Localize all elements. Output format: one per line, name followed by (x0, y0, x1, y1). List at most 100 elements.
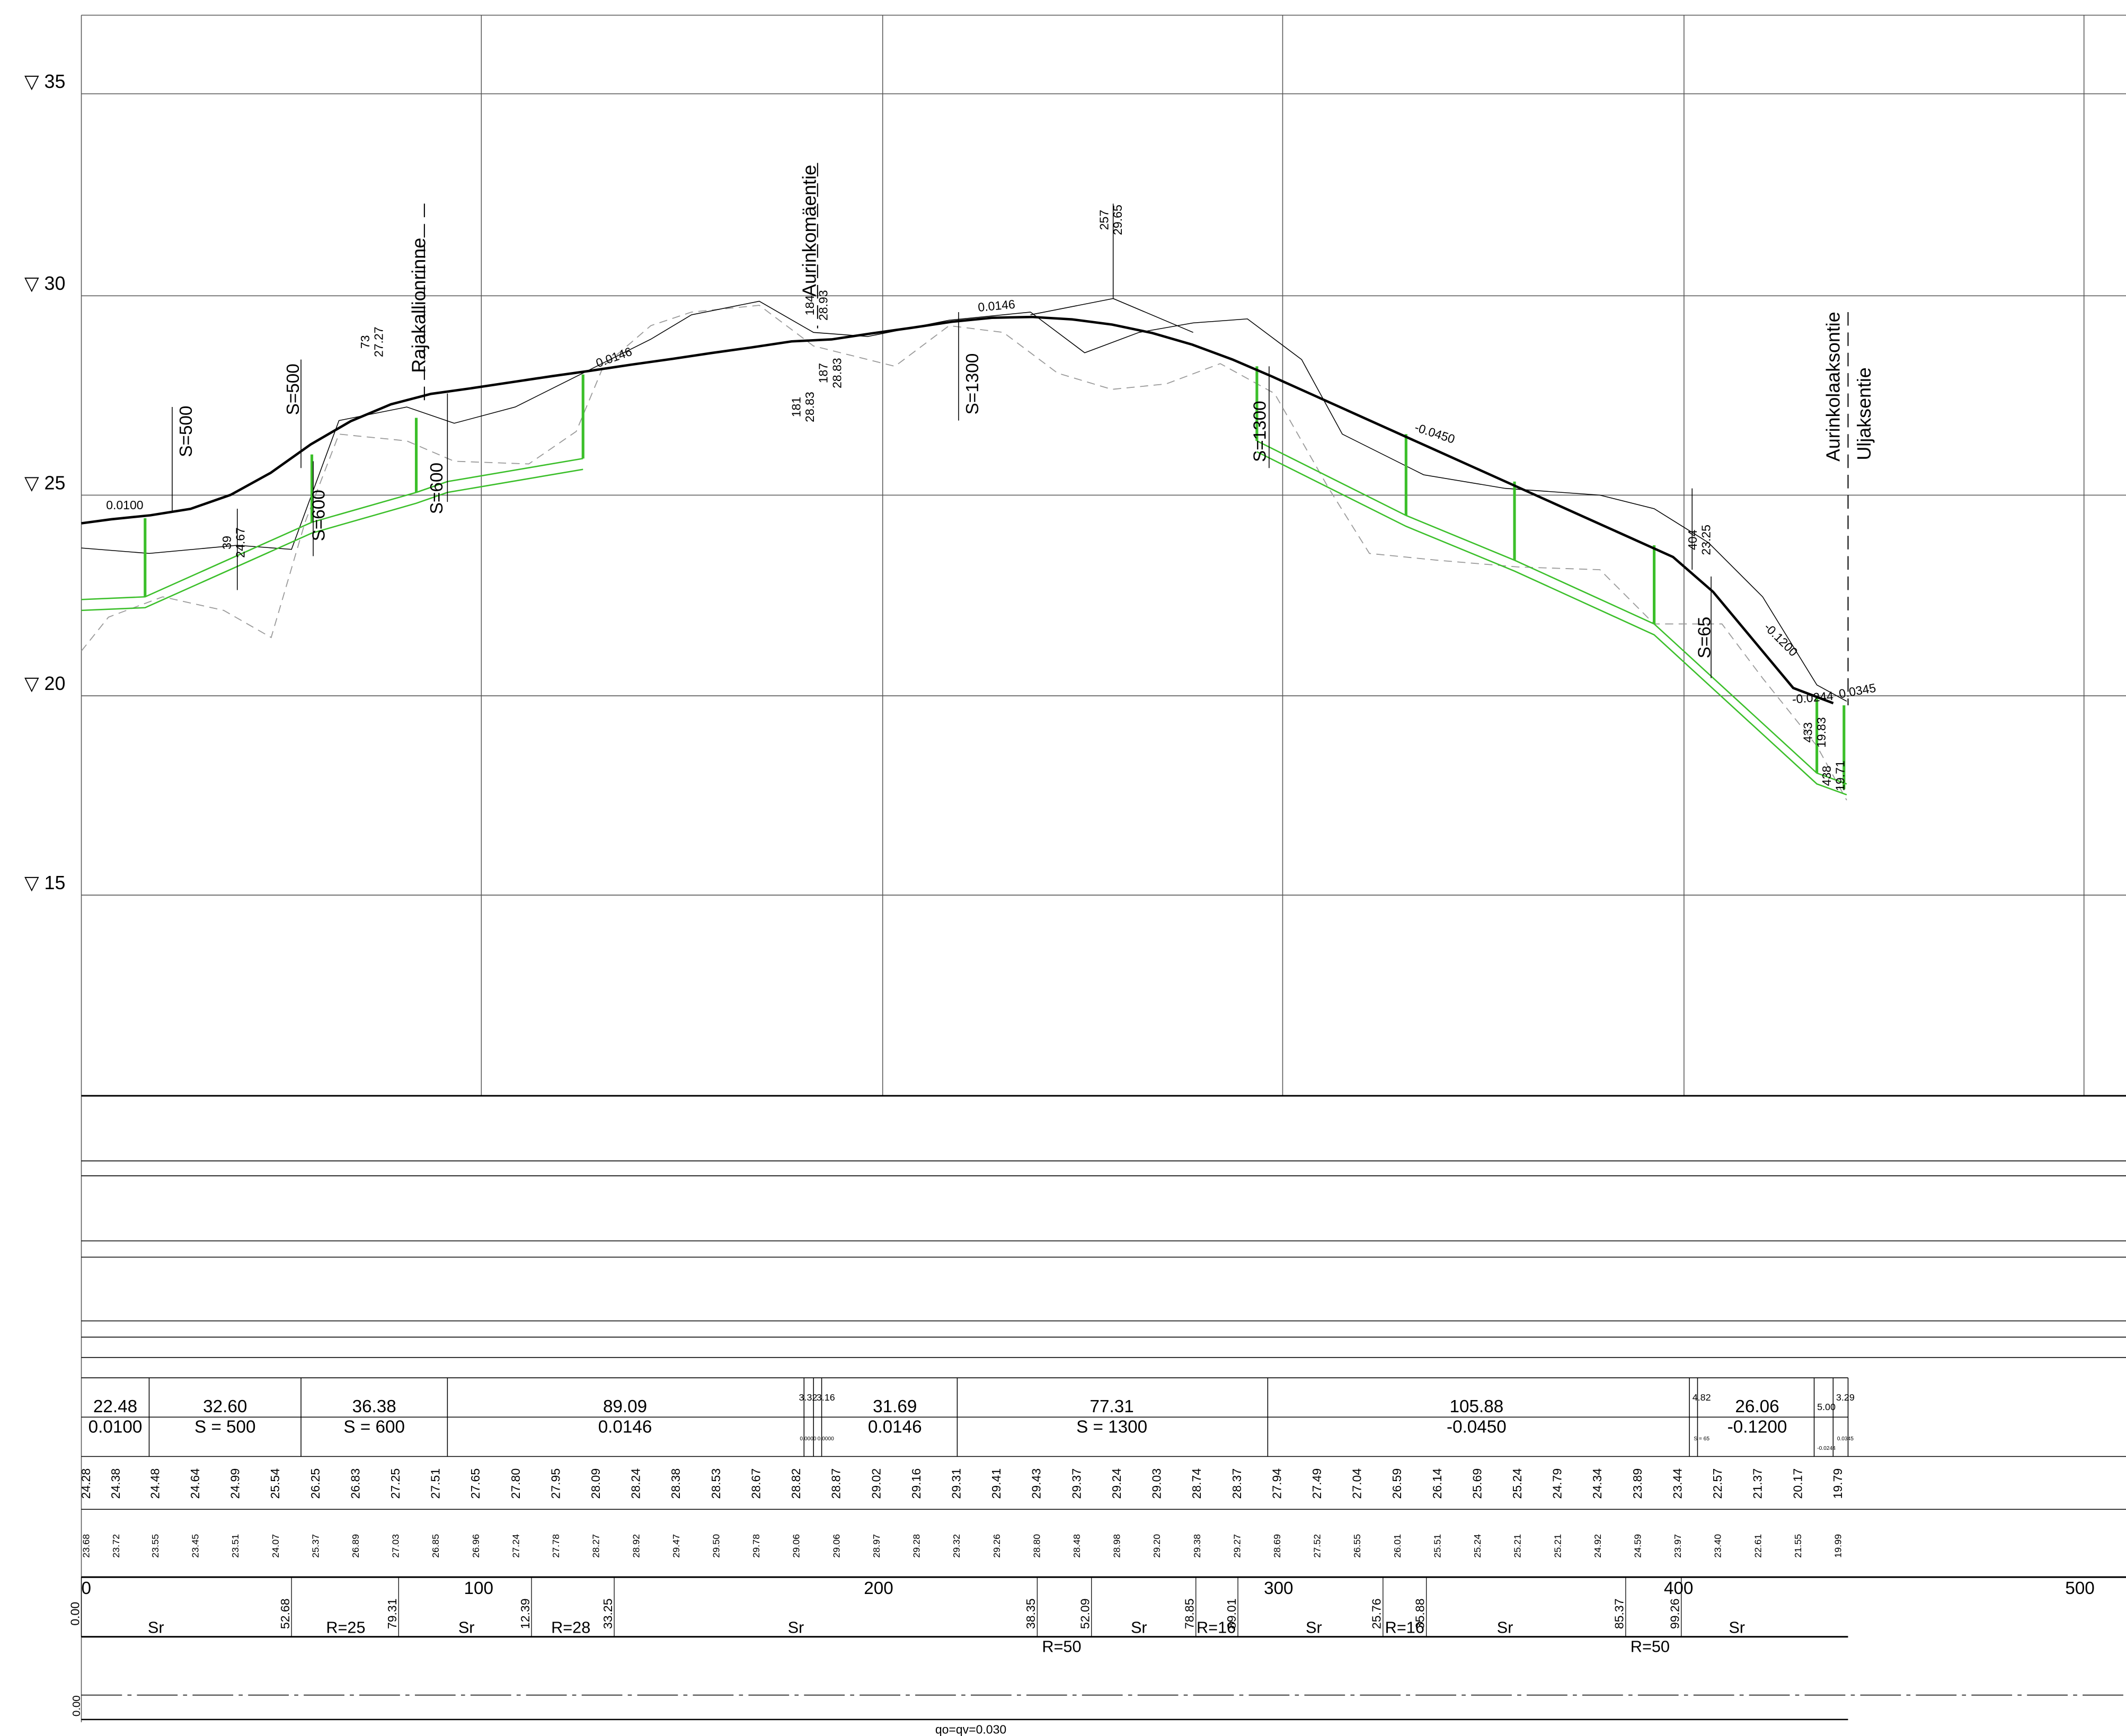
alignment-station: 35.88 (1413, 1598, 1427, 1629)
elevation-label: ▽ 15 (24, 872, 65, 893)
design-line (81, 315, 1834, 705)
alignment-station: 25.76 (1370, 1598, 1384, 1629)
curve-label: S=600 (309, 490, 329, 541)
alignment-station: 0.00 (68, 1602, 82, 1626)
design-elevations: 28.74 (1190, 1468, 1203, 1499)
ground-elevations: 28.97 (871, 1534, 882, 1558)
segment-grade: 0.0000 (818, 1436, 835, 1442)
segment-length: 5.00 (1817, 1402, 1836, 1412)
ground-elevations: 24.92 (1592, 1534, 1603, 1558)
design-elevations: 24.99 (228, 1468, 242, 1499)
alignment-type: R=50 (1631, 1637, 1670, 1655)
ground-elevations: 29.50 (711, 1534, 722, 1558)
alignment-station: 78.85 (1183, 1598, 1197, 1629)
segment-grade: 0.0100 (88, 1418, 143, 1437)
segment-grade: -0.0450 (1447, 1418, 1507, 1437)
ground-elevations: 28.98 (1112, 1534, 1122, 1558)
design-elevations: 24.48 (148, 1468, 162, 1499)
design-elevations: 28.38 (669, 1468, 683, 1499)
segment-grade: 0.0345 (1837, 1436, 1854, 1442)
station-label: 300 (1264, 1579, 1293, 1598)
design-elevations: 25.24 (1510, 1468, 1524, 1499)
design-elevations: 28.87 (829, 1468, 843, 1499)
station-label: 0 (82, 1579, 92, 1598)
segment-length: 26.06 (1735, 1397, 1779, 1416)
alignment-station: 79.31 (385, 1598, 399, 1629)
ground-elevations: 26.96 (471, 1534, 481, 1558)
design-elevations: 28.82 (789, 1468, 803, 1499)
segment-grade: 0.0146 (598, 1418, 652, 1437)
design-elevations: 27.04 (1350, 1468, 1364, 1499)
alignment-station: 99.26 (1668, 1598, 1682, 1629)
ground-elevations: 19.99 (1833, 1534, 1844, 1558)
segment-grade: -0.0244 (1817, 1446, 1836, 1451)
curve-label: S=1300 (963, 353, 982, 415)
design-elevations: 24.64 (188, 1468, 202, 1499)
segment-length: 36.38 (352, 1397, 396, 1416)
segment-length: 77.31 (1090, 1397, 1134, 1416)
ground-elevations: 21.55 (1793, 1534, 1803, 1558)
design-elevations: 26.83 (348, 1468, 362, 1499)
station-label: 400 (1664, 1579, 1693, 1598)
alignment-type: Sr (1497, 1618, 1513, 1637)
ground-elevations: 25.37 (310, 1534, 321, 1558)
curve-label: S=1300 (1250, 401, 1270, 462)
ground-elevations: 23.40 (1713, 1534, 1723, 1558)
point-elevation: 23.25 (1699, 525, 1713, 555)
design-elevations: 28.37 (1230, 1468, 1244, 1499)
underground-lines (81, 300, 1847, 801)
segment-grade: S = 1300 (1076, 1418, 1147, 1437)
grade-label: 0.0100 (106, 498, 143, 512)
alignment-type: R=16 (1197, 1618, 1236, 1637)
segment-grade: S = 65 (1694, 1436, 1709, 1442)
ground-elevations: 29.47 (671, 1534, 681, 1558)
ground-elevations: 25.21 (1512, 1534, 1523, 1558)
ground-elevations: 26.01 (1392, 1534, 1403, 1558)
alignment-type: R=50 (1042, 1637, 1081, 1655)
ground-elevations: 25.24 (1472, 1534, 1483, 1558)
design-elevations: 24.28 (79, 1468, 93, 1499)
segment-length: 31.69 (873, 1397, 917, 1416)
design-elevations: 28.67 (749, 1468, 763, 1499)
design-elevations: 27.25 (388, 1468, 402, 1499)
design-elevations: 28.24 (629, 1468, 643, 1499)
curve-label: S=600 (427, 463, 447, 514)
ground-elevations: 25.21 (1552, 1534, 1563, 1558)
green-structure (81, 366, 1847, 796)
grade-label: -0.1200 (1761, 620, 1801, 659)
ground-elevations: 22.61 (1752, 1534, 1763, 1558)
ground-elevations: 28.27 (591, 1534, 601, 1558)
ground-elevations: 27.78 (551, 1534, 561, 1558)
ground-elevations: 24.59 (1633, 1534, 1643, 1558)
road-name: Aurinkolaaksontie (1822, 312, 1844, 462)
station-label: 200 (864, 1579, 893, 1598)
design-elevations: 29.41 (989, 1468, 1003, 1499)
alignment-type: Sr (458, 1618, 475, 1637)
road-name: Rajakallionrinne (409, 238, 430, 373)
point-elevation: 29.65 (1111, 205, 1124, 235)
point-station: 438 (1820, 766, 1833, 786)
ground-elevations: 27.24 (510, 1534, 521, 1558)
ground-elevations: 26.89 (350, 1534, 361, 1558)
band-lines (81, 1095, 2126, 1721)
ground-elevations: 29.38 (1192, 1534, 1202, 1558)
point-station: 433 (1801, 722, 1814, 742)
ground-elevations: 28.48 (1071, 1534, 1082, 1558)
ground-elevations: 23.97 (1672, 1534, 1683, 1558)
ground-elevations: 27.03 (391, 1534, 401, 1558)
elevation-label: ▽ 30 (24, 273, 65, 294)
design-elevations: 29.43 (1030, 1468, 1043, 1499)
ground-elevations: 23.55 (150, 1534, 161, 1558)
ground-elevations: 29.06 (831, 1534, 841, 1558)
ground-elevations: 24.07 (270, 1534, 281, 1558)
design-elevations: 24.38 (109, 1468, 122, 1499)
point-elevation: 27.27 (372, 326, 386, 357)
segment-grade: S = 500 (194, 1418, 256, 1437)
design-elevations: 26.59 (1390, 1468, 1404, 1499)
design-elevations: 23.44 (1670, 1468, 1684, 1499)
segment-length: 22.48 (93, 1397, 137, 1416)
point-station: 187 (817, 363, 830, 383)
curve-label: S=65 (1695, 617, 1715, 659)
point-elevation: 19.71 (1833, 760, 1847, 791)
